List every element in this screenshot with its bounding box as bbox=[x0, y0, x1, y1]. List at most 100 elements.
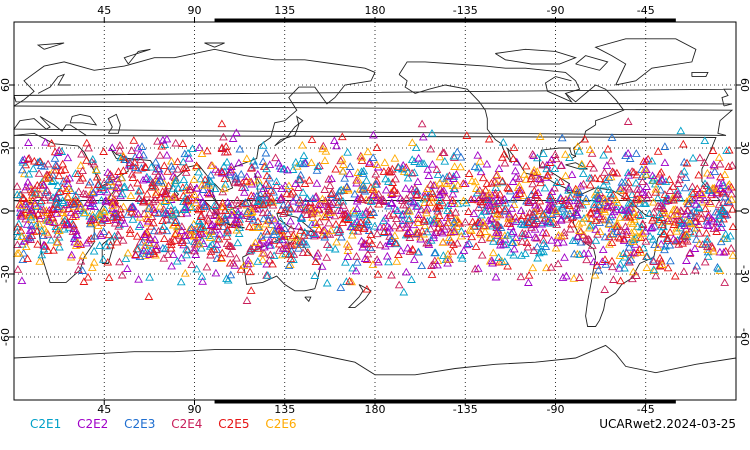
observation-triangle bbox=[95, 187, 105, 196]
observation-triangle bbox=[198, 277, 207, 285]
observation-triangle bbox=[405, 206, 414, 215]
observation-triangle bbox=[475, 185, 485, 194]
observation-triangle bbox=[429, 230, 439, 239]
observation-triangle bbox=[297, 214, 306, 222]
observation-triangle bbox=[101, 195, 111, 204]
observation-triangle bbox=[449, 217, 459, 225]
observation-triangle bbox=[530, 200, 540, 209]
observation-triangle bbox=[517, 251, 526, 259]
observation-triangle bbox=[427, 261, 436, 269]
observation-triangle bbox=[387, 234, 397, 243]
observation-triangle bbox=[642, 252, 652, 260]
observation-triangle bbox=[209, 244, 219, 253]
observation-triangle bbox=[606, 189, 615, 198]
observation-triangle bbox=[706, 190, 716, 199]
observation-triangle bbox=[623, 168, 633, 177]
observation-triangle bbox=[684, 194, 694, 203]
observation-triangle bbox=[496, 240, 505, 249]
observation-triangle bbox=[505, 219, 515, 227]
observation-triangle bbox=[508, 238, 518, 246]
observation-triangle bbox=[521, 175, 531, 183]
observation-triangle bbox=[355, 222, 365, 231]
observation-triangle bbox=[616, 276, 625, 285]
lon-tick-label-top: -135 bbox=[453, 4, 478, 17]
observation-triangle bbox=[528, 149, 537, 158]
observation-triangle bbox=[547, 155, 556, 164]
observation-triangle bbox=[653, 243, 663, 252]
observation-triangle bbox=[671, 236, 681, 245]
observation-triangle bbox=[55, 226, 64, 234]
observation-triangle bbox=[524, 218, 534, 227]
observation-triangle bbox=[116, 210, 125, 218]
observation-triangle bbox=[628, 199, 638, 208]
observation-triangle bbox=[474, 163, 483, 172]
coastline-segment bbox=[304, 296, 312, 303]
observation-triangle bbox=[726, 243, 736, 252]
observation-triangle bbox=[547, 187, 557, 196]
observation-triangle bbox=[270, 215, 280, 224]
observation-triangle bbox=[197, 149, 207, 157]
observation-triangle bbox=[478, 217, 488, 226]
observation-triangle bbox=[443, 254, 453, 263]
observation-triangle bbox=[378, 195, 388, 203]
observation-triangle bbox=[396, 246, 406, 255]
observation-triangle bbox=[307, 219, 317, 228]
observation-triangle bbox=[168, 250, 178, 258]
observation-triangle bbox=[417, 261, 427, 270]
observation-triangle bbox=[352, 217, 362, 226]
observation-triangle bbox=[194, 167, 204, 176]
observation-triangle bbox=[438, 173, 448, 182]
observation-triangle bbox=[578, 231, 588, 239]
observation-triangle bbox=[228, 258, 238, 267]
observation-triangle bbox=[29, 156, 39, 165]
observation-triangle bbox=[457, 253, 467, 262]
observation-triangle bbox=[172, 256, 182, 265]
lon-tick-label-top: 135 bbox=[274, 4, 295, 17]
observation-triangle bbox=[221, 215, 230, 224]
observation-triangle bbox=[655, 253, 665, 262]
observation-triangle bbox=[145, 272, 154, 281]
observation-triangle bbox=[375, 240, 385, 249]
observation-triangle bbox=[445, 171, 454, 180]
observation-triangle bbox=[259, 248, 269, 257]
observation-triangle bbox=[259, 184, 268, 192]
observation-triangle bbox=[66, 252, 76, 261]
observation-triangle bbox=[635, 245, 645, 253]
observation-triangle bbox=[474, 203, 484, 211]
observation-triangle bbox=[67, 250, 77, 259]
observation-triangle bbox=[403, 173, 413, 182]
observation-triangle bbox=[508, 227, 518, 235]
observation-triangle bbox=[284, 249, 294, 258]
observation-triangle bbox=[575, 188, 584, 197]
observation-triangle bbox=[598, 214, 608, 223]
observation-triangle bbox=[64, 184, 74, 192]
observation-triangle bbox=[694, 220, 704, 228]
observation-triangle bbox=[269, 230, 279, 238]
observation-triangle bbox=[126, 191, 136, 200]
observation-triangle bbox=[247, 212, 257, 220]
observation-triangle bbox=[32, 226, 42, 235]
observation-triangle bbox=[370, 221, 380, 230]
observation-triangle bbox=[74, 265, 83, 274]
observation-triangle bbox=[659, 229, 669, 238]
observation-triangle bbox=[417, 159, 427, 167]
observation-triangle bbox=[407, 184, 417, 193]
observation-triangle bbox=[392, 188, 402, 197]
observation-triangle bbox=[167, 156, 176, 165]
observation-triangle bbox=[575, 273, 584, 281]
observation-triangle bbox=[476, 167, 486, 176]
observation-triangle bbox=[276, 195, 286, 203]
observation-triangle bbox=[371, 179, 380, 188]
observation-triangle bbox=[402, 194, 411, 203]
observation-triangle bbox=[429, 218, 439, 227]
observation-triangle bbox=[155, 201, 165, 210]
observation-triangle bbox=[326, 200, 336, 208]
observation-triangle bbox=[285, 260, 295, 268]
observation-triangle bbox=[55, 242, 64, 251]
observation-triangle bbox=[198, 197, 208, 206]
observation-triangle bbox=[648, 215, 657, 224]
observation-triangle bbox=[332, 192, 342, 201]
observation-triangle bbox=[234, 158, 244, 167]
observation-triangle bbox=[488, 248, 498, 257]
observation-triangle bbox=[649, 197, 658, 206]
